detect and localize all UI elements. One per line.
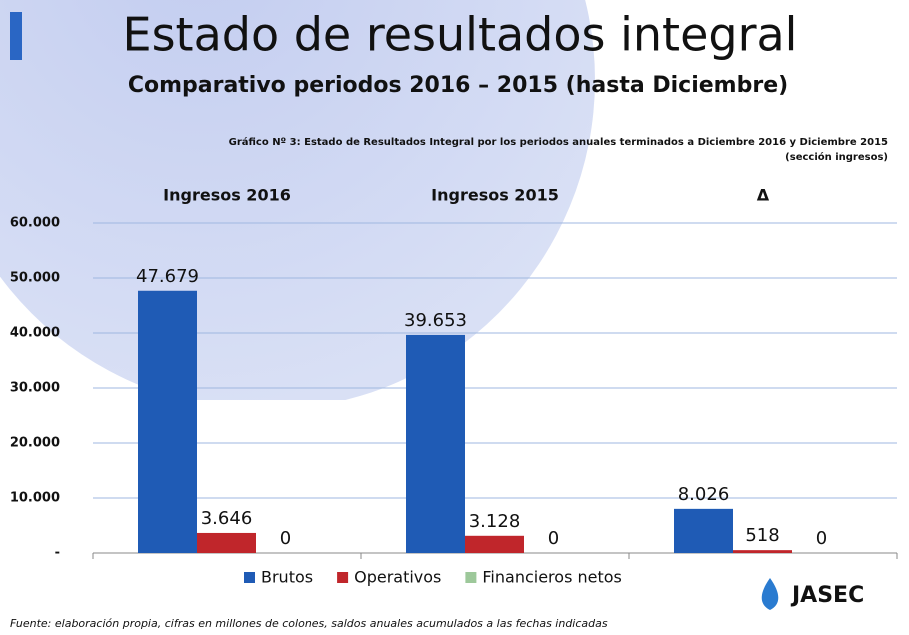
chart-caption: Gráfico Nº 3: Estado de Resultados Integ… <box>229 136 888 148</box>
title: Estado de resultados integral <box>123 8 798 62</box>
logo-text: JASEC <box>790 583 864 608</box>
y-tick-label: 20.000 <box>10 436 60 451</box>
value-label: 3.646 <box>201 508 253 529</box>
category-label: Ingresos 2016 <box>163 186 291 205</box>
y-tick-label: 60.000 <box>10 216 60 231</box>
chart-caption: (sección ingresos) <box>785 151 888 163</box>
bar <box>674 508 733 553</box>
bar <box>138 290 197 553</box>
legend-swatch <box>337 572 349 583</box>
y-tick-label: 50.000 <box>10 271 60 286</box>
logo: JASEC <box>761 578 864 610</box>
subtitle: Comparativo periodos 2016 – 2015 (hasta … <box>128 73 788 98</box>
value-label: 47.679 <box>136 266 199 287</box>
legend-label: Financieros netos <box>482 568 621 587</box>
legend-swatch <box>244 572 255 583</box>
y-tick-label: 10.000 <box>10 491 60 506</box>
legend-swatch <box>465 572 477 583</box>
value-label: 0 <box>548 528 559 549</box>
category-label: Ingresos 2015 <box>431 186 559 205</box>
value-label: 0 <box>280 528 291 549</box>
value-label: 0 <box>816 528 827 549</box>
logo-icon <box>761 578 779 610</box>
value-label: 3.128 <box>469 511 521 532</box>
bar <box>733 550 792 553</box>
value-label: 39.653 <box>404 310 467 331</box>
source-note: Fuente: elaboración propia, cifras en mi… <box>10 617 608 630</box>
category-label: Δ <box>757 186 770 205</box>
y-tick-label: 40.000 <box>10 326 60 341</box>
bar <box>406 334 465 553</box>
value-label: 518 <box>745 525 779 546</box>
y-tick-label: 30.000 <box>10 381 60 396</box>
legend-label: Brutos <box>261 568 313 587</box>
bar <box>465 535 524 553</box>
y-tick-label: - <box>55 546 60 561</box>
value-label: 8.026 <box>678 484 730 505</box>
accent-bar <box>10 12 22 60</box>
legend-label: Operativos <box>354 568 441 587</box>
bar <box>197 532 256 553</box>
